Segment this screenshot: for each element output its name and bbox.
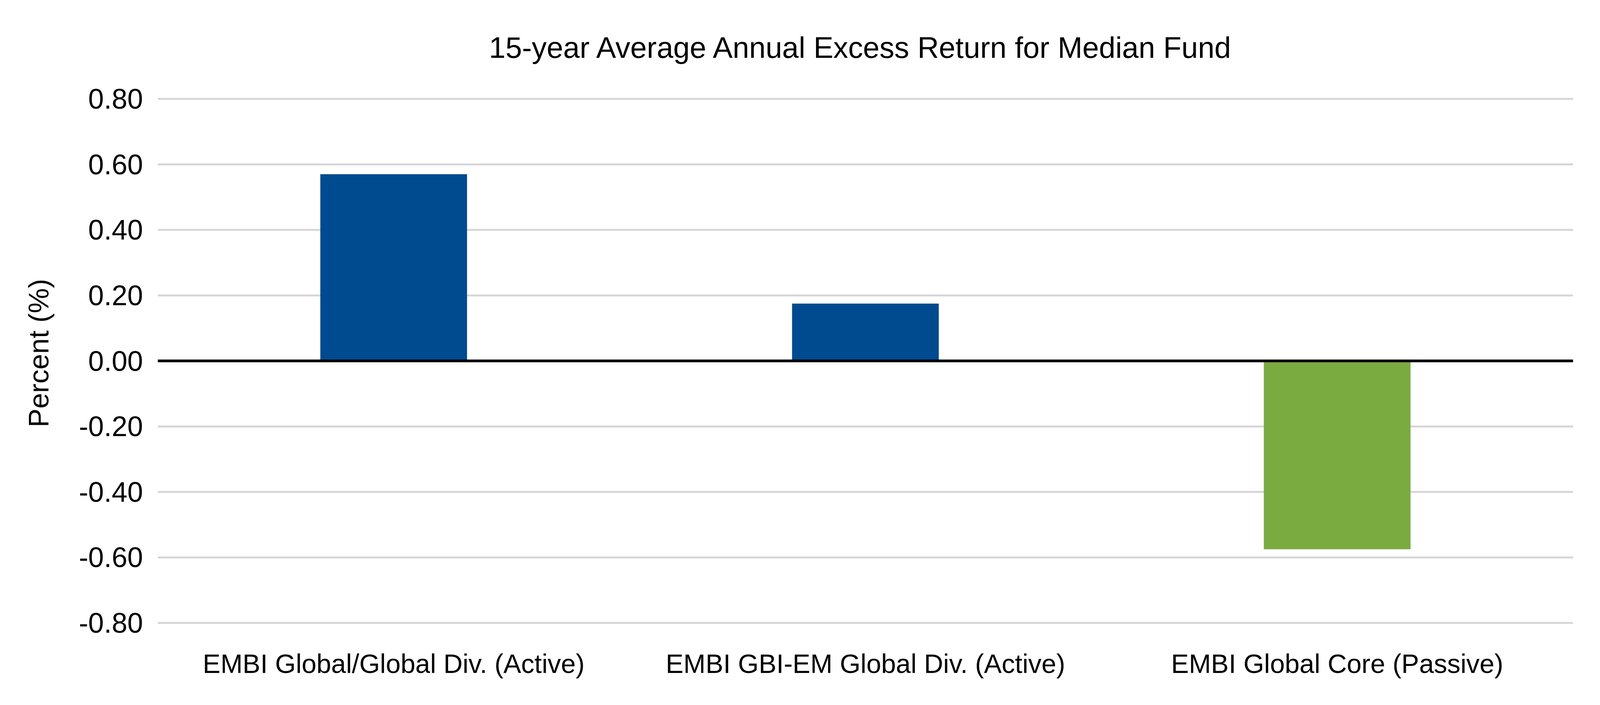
grid-line xyxy=(157,98,1574,100)
zero-line xyxy=(157,359,1574,363)
bar xyxy=(792,303,940,361)
y-tick-label: 0.00 xyxy=(88,345,143,377)
grid-line xyxy=(157,163,1574,166)
y-tick-label: 0.40 xyxy=(88,214,143,246)
bar xyxy=(1263,360,1411,550)
grid-line xyxy=(157,621,1574,624)
x-tick-label: EMBI Global/Global Div. (Active) xyxy=(202,648,585,679)
chart-root: 15-year Average Annual Excess Return for… xyxy=(0,0,1600,705)
chart-svg: 15-year Average Annual Excess Return for… xyxy=(0,0,1600,705)
y-tick-label: -0.80 xyxy=(78,607,143,639)
x-tick-label: EMBI GBI-EM Global Div. (Active) xyxy=(665,648,1066,679)
y-tick-label: -0.20 xyxy=(78,410,143,442)
bar xyxy=(320,174,468,361)
y-tick-label: 0.20 xyxy=(88,279,143,311)
grid xyxy=(157,98,1574,623)
x-tick-label: EMBI Global Core (Passive) xyxy=(1171,648,1504,679)
y-tick-label: -0.40 xyxy=(78,476,143,508)
y-tick-label: 0.60 xyxy=(88,148,143,181)
y-tick-label: 0.80 xyxy=(88,83,143,115)
grid-line xyxy=(157,556,1574,559)
y-tick-label: -0.60 xyxy=(78,541,143,573)
title: 15-year Average Annual Excess Return for… xyxy=(489,30,1232,65)
y-axis-label: Percent (%) xyxy=(23,278,55,427)
grid-line xyxy=(157,359,1574,362)
